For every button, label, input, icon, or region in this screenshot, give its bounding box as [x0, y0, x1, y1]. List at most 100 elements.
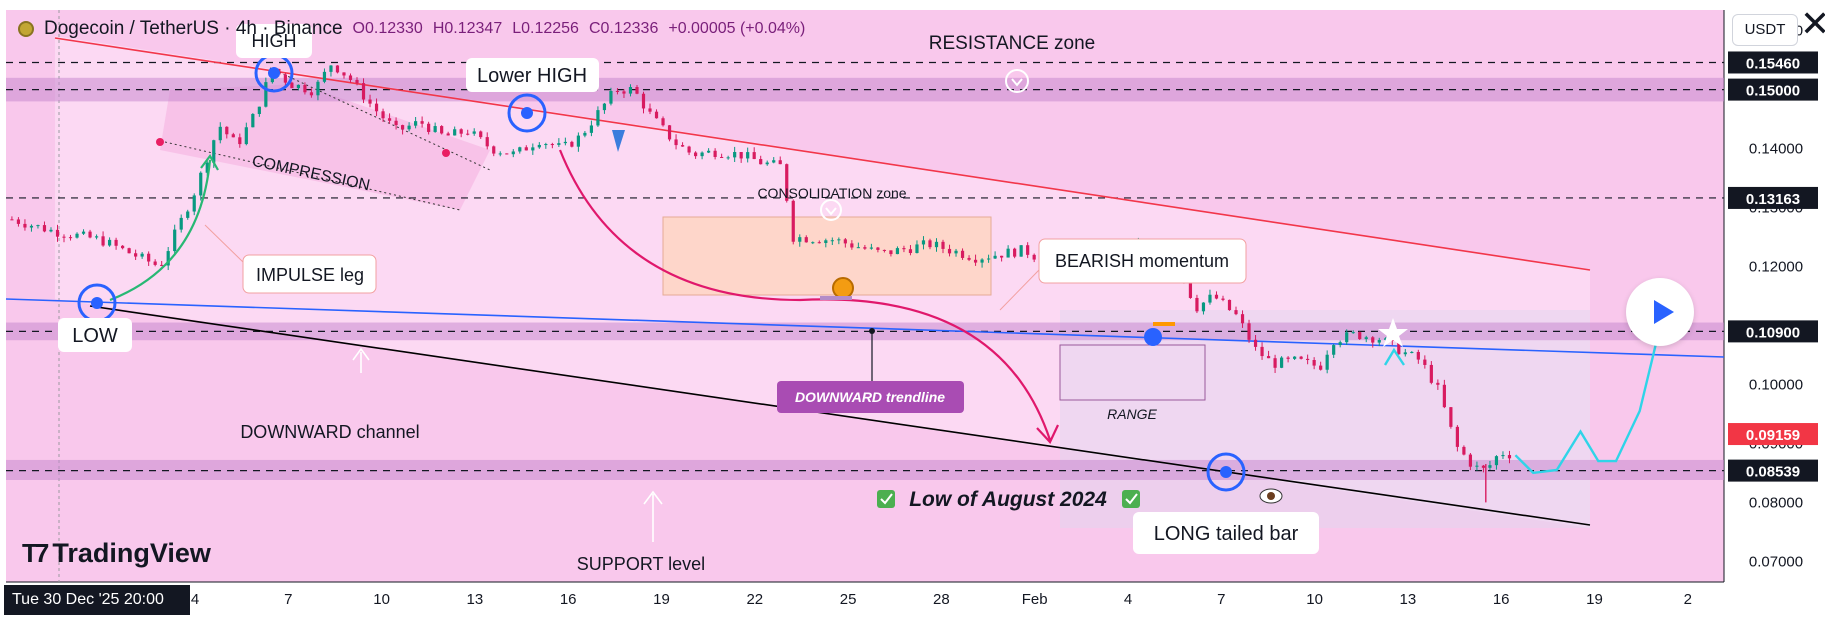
check-mark-icon-right [1125, 493, 1138, 505]
candle-body [407, 125, 411, 130]
candle-body [1013, 248, 1017, 257]
candle-body [335, 65, 340, 73]
time-tick-8: 28 [933, 591, 950, 608]
candle-body [752, 152, 756, 160]
candle-body [62, 236, 66, 238]
resistance-down-chevron-icon [1011, 78, 1023, 87]
candle-body [628, 87, 633, 94]
candle-body [1462, 446, 1466, 455]
candle-body [1214, 294, 1219, 299]
candle-body [759, 159, 763, 165]
resistance-trendline[interactable] [54, 37, 1591, 271]
candle-body [1266, 356, 1271, 359]
candle-body [1273, 358, 1277, 368]
projection-arrowhead [1383, 347, 1405, 366]
candle-body [1371, 337, 1375, 343]
candle-body [869, 247, 873, 249]
price-tick-4: 0.12000 [1749, 259, 1803, 276]
dashed-levels [6, 61, 1724, 472]
tradingview-brand-text: TradingView [52, 538, 211, 568]
check-icon-right [1122, 490, 1140, 508]
candle-body [596, 110, 600, 126]
trendline-callout-dot [869, 328, 875, 334]
candle-body [1253, 339, 1258, 347]
candle-body [251, 113, 255, 128]
time-tick-14: 16 [1493, 591, 1510, 608]
candle-body [518, 147, 522, 152]
time-tick-6: 22 [746, 591, 763, 608]
candle-body [954, 250, 958, 254]
channel-bottom-line[interactable] [89, 305, 1591, 526]
candle-body [192, 195, 196, 212]
channel-up-arrow [352, 347, 370, 373]
candle-body [960, 250, 965, 258]
candle-body [1475, 465, 1479, 467]
compression-fill [160, 84, 490, 210]
candle-body [1234, 310, 1238, 315]
candle-body [10, 219, 14, 221]
price-axis-panel[interactable] [1724, 10, 1819, 582]
candle-body [557, 143, 561, 145]
downward-trendline[interactable] [5, 298, 1725, 358]
candle-body [121, 245, 125, 249]
candle-body [863, 247, 867, 249]
candle-body [127, 248, 131, 254]
long-tail-marker-ring [1206, 452, 1246, 492]
ohlc-change: +0.00005 (+0.04%) [668, 20, 806, 37]
candle-body [1345, 332, 1349, 343]
price-label-1: 0.15000 [1746, 83, 1800, 100]
candle-body [1000, 255, 1004, 258]
candle-body [433, 126, 437, 132]
candle-body [544, 144, 548, 146]
candle-body [140, 253, 144, 257]
price-label-5: 0.08539 [1746, 464, 1800, 481]
candle-body [1306, 358, 1310, 361]
candle-body [1279, 357, 1284, 368]
time-axis-ticks: 4 7 10 13 16 19 22 25 28 Feb 4 7 10 13 16 19 2 [191, 591, 1692, 608]
candle-body [804, 237, 808, 243]
long-tailed-bar-box [1133, 512, 1319, 554]
candle-body [264, 82, 268, 107]
time-tick-9: Feb [1022, 591, 1048, 608]
time-tick-12: 10 [1306, 591, 1323, 608]
candle-body [361, 83, 366, 100]
candle-body [1338, 342, 1342, 346]
candle-body [1377, 339, 1381, 343]
candle-body [921, 240, 926, 245]
candle-body [153, 261, 157, 265]
candle-body [772, 160, 776, 163]
ohlc-open: O0.12330 [352, 20, 423, 37]
candle-body [889, 250, 893, 255]
lower-high-marker-dot [521, 107, 533, 119]
candle-body [75, 233, 79, 238]
impulse-leg-pointer [204, 224, 244, 263]
symbol-title[interactable]: Dogecoin / TetherUS · 4h · Binance [44, 18, 343, 39]
price-tick-2: 0.14000 [1749, 141, 1803, 158]
downward-trendline-box [777, 381, 964, 413]
candle-body [1351, 332, 1355, 334]
candle-body [635, 87, 639, 94]
chart-header[interactable]: Dogecoin / TetherUS · 4h · Binance O0.12… [18, 18, 805, 40]
candle-body [1397, 340, 1401, 355]
high-box [236, 24, 312, 58]
candle-body [908, 249, 913, 254]
annotation-high: HIGH [252, 31, 297, 51]
candle-body [941, 241, 945, 249]
close-icon[interactable]: ✕ [1800, 3, 1825, 44]
candle-body [531, 147, 535, 151]
candle-body [733, 152, 737, 158]
price-labels: 0.15460 0.15000 0.13163 0.10900 0.09159 0.085… [1728, 51, 1818, 482]
play-button[interactable] [1626, 278, 1694, 346]
candle-body [824, 240, 828, 243]
zone-band-2 [6, 459, 1724, 480]
lower-high-marker-ring [507, 93, 547, 133]
candle-body [381, 111, 385, 119]
price-label-box-3 [1728, 320, 1818, 343]
candle-body [472, 131, 476, 134]
currency-button[interactable]: USDT [1732, 14, 1798, 46]
consolidation-zone-box [662, 216, 992, 296]
candle-body [283, 74, 287, 83]
candle-body [778, 160, 782, 165]
